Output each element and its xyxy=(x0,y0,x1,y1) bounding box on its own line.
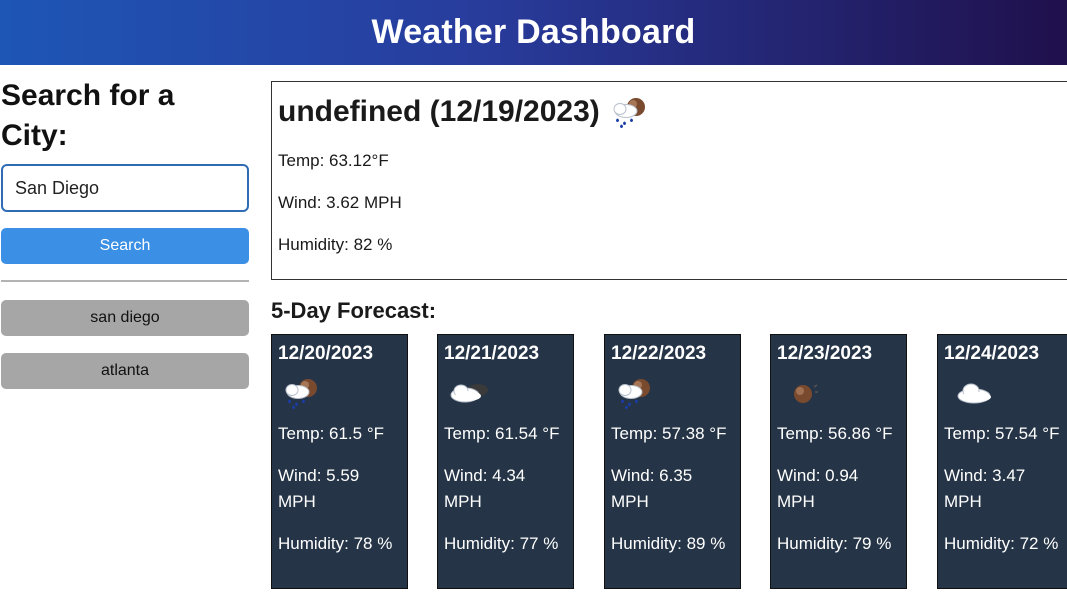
search-heading: Search for a City: xyxy=(1,79,175,152)
history-button-san-diego[interactable]: san diego xyxy=(1,300,249,336)
rain-sun-icon xyxy=(608,94,650,130)
current-wind: Wind: 3.62 MPH xyxy=(278,193,402,212)
forecast-wind-unit: MPH xyxy=(611,492,649,511)
sun-icon xyxy=(777,371,900,415)
sidebar-divider xyxy=(1,280,249,282)
rain-sun-icon xyxy=(278,371,401,415)
forecast-wind-unit: MPH xyxy=(777,492,815,511)
forecast-card-day-1: 12/20/2023 Temp: 61.5 °F Wind: 5.59 MPH H… xyxy=(271,334,408,589)
forecast-humidity: Humidity: 72 % xyxy=(944,534,1059,553)
forecast-humidity: Humidity: 77 % xyxy=(444,534,559,553)
forecast-wind: Wind: 5.59 MPH xyxy=(278,463,401,515)
forecast-wind-unit: MPH xyxy=(944,492,982,511)
forecast-date: 12/22/2023 xyxy=(611,343,707,364)
forecast-wind-unit: MPH xyxy=(444,492,482,511)
forecast-wind-value: Wind: 4.34 xyxy=(444,466,526,485)
forecast-wind: Wind: 6.35 MPH xyxy=(611,463,734,515)
forecast-temp: Temp: 61.54 °F xyxy=(444,424,560,443)
forecast-wind: Wind: 0.94 MPH xyxy=(777,463,900,515)
cloud-icon xyxy=(944,371,1067,415)
current-humidity: Humidity: 82 % xyxy=(278,235,393,254)
current-weather-card: undefined (12/19/2023) Temp: 63.12°F Win… xyxy=(271,81,1067,280)
forecast-wind-value: Wind: 5.59 xyxy=(278,466,360,485)
current-city-date: undefined (12/19/2023) xyxy=(278,95,600,128)
history-button-atlanta[interactable]: atlanta xyxy=(1,353,249,389)
app-header: Weather Dashboard xyxy=(0,0,1067,65)
sidebar: Search for a City: Search san diego atla… xyxy=(1,76,249,406)
rain-sun-icon xyxy=(611,371,734,415)
forecast-temp: Temp: 56.86 °F xyxy=(777,424,893,443)
forecast-date: 12/23/2023 xyxy=(777,343,873,364)
current-temp: Temp: 63.12°F xyxy=(278,151,389,170)
forecast-date: 12/24/2023 xyxy=(944,343,1040,364)
forecast-card-day-3: 12/22/2023 Temp: 57.38 °F Wind: 6.35 MPH … xyxy=(604,334,741,589)
forecast-humidity: Humidity: 78 % xyxy=(278,534,393,553)
search-history-list: san diego atlanta xyxy=(1,300,249,389)
cloud-dark-icon xyxy=(444,371,567,415)
search-button[interactable]: Search xyxy=(1,228,249,264)
forecast-temp: Temp: 57.38 °F xyxy=(611,424,727,443)
forecast-wind-unit: MPH xyxy=(278,492,316,511)
current-weather-title: undefined (12/19/2023) xyxy=(278,92,1064,132)
forecast-card-day-4: 12/23/2023 Temp: 56.86 °F Wind: 0.94 MPH … xyxy=(770,334,907,589)
forecast-wind: Wind: 3.47 MPH xyxy=(944,463,1067,515)
forecast-card-day-2: 12/21/2023 Temp: 61.54 °F Wind: 4.34 MPH … xyxy=(437,334,574,589)
forecast-wind: Wind: 4.34 MPH xyxy=(444,463,567,515)
forecast-card-day-5: 12/24/2023 Temp: 57.54 °F Wind: 3.47 MPH … xyxy=(937,334,1067,589)
forecast-humidity: Humidity: 89 % xyxy=(611,534,726,553)
forecast-date: 12/21/2023 xyxy=(444,343,540,364)
forecast-wind-value: Wind: 0.94 xyxy=(777,466,859,485)
forecast-wind-value: Wind: 3.47 xyxy=(944,466,1026,485)
forecast-temp: Temp: 61.5 °F xyxy=(278,424,385,443)
forecast-temp: Temp: 57.54 °F xyxy=(944,424,1060,443)
forecast-humidity: Humidity: 79 % xyxy=(777,534,892,553)
forecast-wind-value: Wind: 6.35 xyxy=(611,466,693,485)
city-search-input[interactable] xyxy=(1,164,249,212)
forecast-date: 12/20/2023 xyxy=(278,343,374,364)
page-title: Weather Dashboard xyxy=(371,13,696,51)
forecast-heading: 5-Day Forecast: xyxy=(271,298,437,323)
